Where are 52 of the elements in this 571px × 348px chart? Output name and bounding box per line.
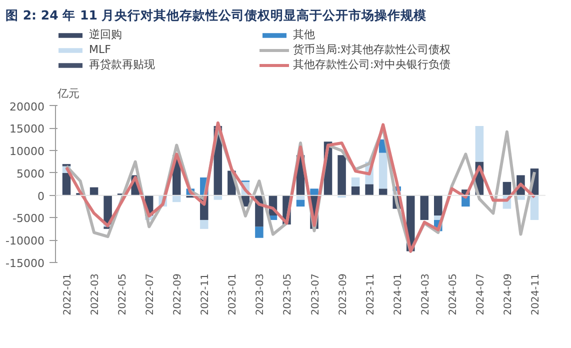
bar — [338, 155, 346, 196]
x-tick-label: 2023-07 — [310, 273, 322, 316]
y-tick-label: 15000 — [10, 122, 45, 136]
y-tick-label: 10000 — [10, 145, 45, 158]
bar — [530, 195, 539, 220]
x-tick-label: 2022-01 — [62, 273, 74, 316]
x-tick-label: 2024-11 — [530, 273, 542, 316]
bar — [351, 186, 360, 196]
bar — [62, 172, 71, 196]
x-tick-label: 2024-07 — [475, 273, 486, 316]
y-tick-label: -10000 — [6, 234, 45, 248]
bar — [420, 195, 429, 220]
legend-label: MLF — [89, 43, 112, 56]
x-tick-label: 2022-05 — [118, 273, 129, 316]
x-tick-label: 2023-09 — [338, 273, 349, 316]
bar — [310, 188, 318, 196]
x-tick-label: 2023-05 — [282, 273, 294, 316]
x-tick-label: 2022-07 — [145, 273, 156, 316]
y-tick-label: -5000 — [12, 212, 45, 226]
bar — [434, 195, 442, 216]
x-tick-label: 2022-09 — [172, 273, 184, 316]
y-tick-label: 0 — [38, 190, 44, 203]
x-tick-label: 2024-03 — [420, 273, 432, 316]
bar — [200, 220, 208, 229]
bar — [378, 188, 388, 196]
legend-label: 其他 — [293, 27, 316, 42]
x-tick-label: 2024-05 — [448, 273, 459, 316]
bar — [378, 152, 388, 189]
y-tick-label: 5000 — [16, 167, 45, 180]
y-tick-label: -15000 — [6, 257, 45, 270]
x-tick-label: 2022-03 — [90, 273, 102, 316]
legend-label: 逆回购 — [89, 27, 123, 42]
bar — [351, 177, 360, 186]
x-tick-label: 2023-01 — [228, 273, 239, 316]
legend-label: 再贷款再贴现 — [89, 57, 156, 72]
bar — [502, 182, 512, 196]
x-tick-label: 2024-09 — [502, 273, 514, 316]
chart-title: 图 2: 24 年 11 月央行对其他存款性公司债权明显高于公开市场操作规模 — [6, 8, 427, 22]
legend-label: 货币当局:对其他存款性公司债权 — [293, 42, 452, 57]
x-tick-label: 2024-01 — [392, 273, 404, 316]
y-axis-title: 亿元 — [56, 86, 80, 100]
legend-label: 其他存款性公司:对中央银行负债 — [293, 57, 452, 72]
x-tick-label: 2023-03 — [255, 273, 266, 316]
bar — [172, 195, 181, 202]
y-tick-label: 20000 — [10, 100, 45, 114]
bar — [365, 184, 374, 196]
bar — [296, 200, 305, 207]
x-tick-label: 2022-11 — [200, 273, 212, 316]
x-tick-label: 2023-11 — [365, 273, 376, 316]
bar — [90, 187, 98, 196]
bar — [255, 226, 264, 238]
bar — [475, 126, 484, 162]
